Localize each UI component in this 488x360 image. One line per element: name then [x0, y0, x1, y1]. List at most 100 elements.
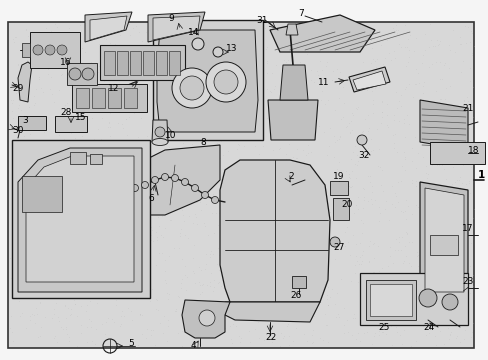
- Point: [52, 147, 60, 152]
- Point: [252, 61, 260, 67]
- Point: [462, 126, 470, 132]
- Bar: [291, 276, 305, 288]
- Point: [70, 137, 78, 143]
- Text: 31: 31: [256, 15, 267, 24]
- Point: [411, 66, 419, 72]
- Text: 30: 30: [12, 126, 23, 135]
- Point: [145, 64, 153, 70]
- Point: [39, 239, 47, 245]
- Point: [430, 191, 438, 197]
- Point: [277, 307, 285, 313]
- Point: [88, 229, 96, 234]
- Point: [407, 177, 415, 183]
- Point: [113, 217, 121, 222]
- Point: [260, 337, 267, 342]
- Point: [61, 284, 68, 289]
- Point: [57, 325, 65, 330]
- Point: [358, 130, 366, 135]
- Point: [99, 62, 106, 68]
- Point: [378, 265, 386, 271]
- Point: [207, 210, 215, 216]
- Point: [390, 48, 398, 54]
- Point: [286, 219, 294, 225]
- Point: [210, 278, 218, 283]
- Point: [359, 194, 367, 200]
- Point: [137, 114, 145, 120]
- Point: [396, 333, 404, 338]
- Point: [211, 210, 219, 215]
- Point: [136, 312, 144, 318]
- Point: [197, 39, 204, 45]
- Point: [69, 243, 77, 248]
- Point: [432, 37, 440, 43]
- Point: [152, 262, 160, 268]
- Point: [185, 200, 193, 206]
- Point: [302, 123, 309, 129]
- Point: [353, 158, 361, 164]
- Point: [183, 274, 190, 280]
- Point: [448, 27, 456, 33]
- Point: [351, 241, 359, 247]
- Point: [284, 130, 291, 136]
- Point: [466, 120, 474, 126]
- Point: [156, 320, 164, 326]
- Point: [392, 90, 400, 95]
- Point: [344, 120, 352, 125]
- Point: [468, 272, 476, 278]
- Point: [32, 86, 40, 91]
- Point: [138, 312, 146, 318]
- Point: [70, 91, 78, 97]
- Point: [31, 320, 39, 326]
- Point: [396, 44, 404, 50]
- Point: [87, 325, 95, 330]
- Point: [289, 213, 297, 219]
- Point: [85, 249, 93, 255]
- Point: [280, 333, 287, 338]
- Point: [229, 238, 237, 243]
- Point: [81, 275, 89, 280]
- Point: [389, 112, 397, 117]
- Point: [234, 24, 242, 30]
- Point: [195, 113, 203, 119]
- Point: [117, 313, 124, 319]
- Point: [406, 287, 413, 293]
- Point: [316, 39, 324, 44]
- Point: [157, 232, 165, 238]
- Point: [309, 250, 317, 256]
- Point: [76, 183, 83, 188]
- Point: [364, 174, 371, 179]
- Point: [374, 147, 382, 152]
- Circle shape: [121, 185, 128, 192]
- Point: [95, 198, 102, 204]
- Point: [98, 97, 105, 103]
- Point: [420, 263, 427, 269]
- Point: [235, 172, 243, 177]
- Point: [436, 314, 444, 320]
- Point: [256, 23, 264, 28]
- Point: [348, 127, 356, 132]
- Point: [178, 343, 185, 349]
- Bar: [169, 51, 180, 75]
- Point: [94, 69, 102, 75]
- Point: [420, 98, 428, 104]
- Point: [81, 129, 89, 134]
- Point: [11, 35, 19, 40]
- Point: [350, 262, 358, 268]
- Point: [422, 325, 430, 330]
- Point: [215, 314, 223, 320]
- Point: [152, 40, 160, 46]
- Point: [337, 46, 345, 52]
- Point: [71, 54, 79, 60]
- Point: [284, 321, 291, 327]
- Point: [401, 253, 409, 259]
- Point: [139, 81, 146, 87]
- Point: [359, 197, 367, 203]
- Point: [401, 229, 409, 235]
- Point: [77, 225, 85, 230]
- Point: [133, 275, 141, 281]
- Point: [291, 242, 299, 247]
- Point: [242, 227, 249, 233]
- Point: [131, 342, 139, 348]
- Point: [214, 252, 222, 257]
- Point: [100, 275, 107, 281]
